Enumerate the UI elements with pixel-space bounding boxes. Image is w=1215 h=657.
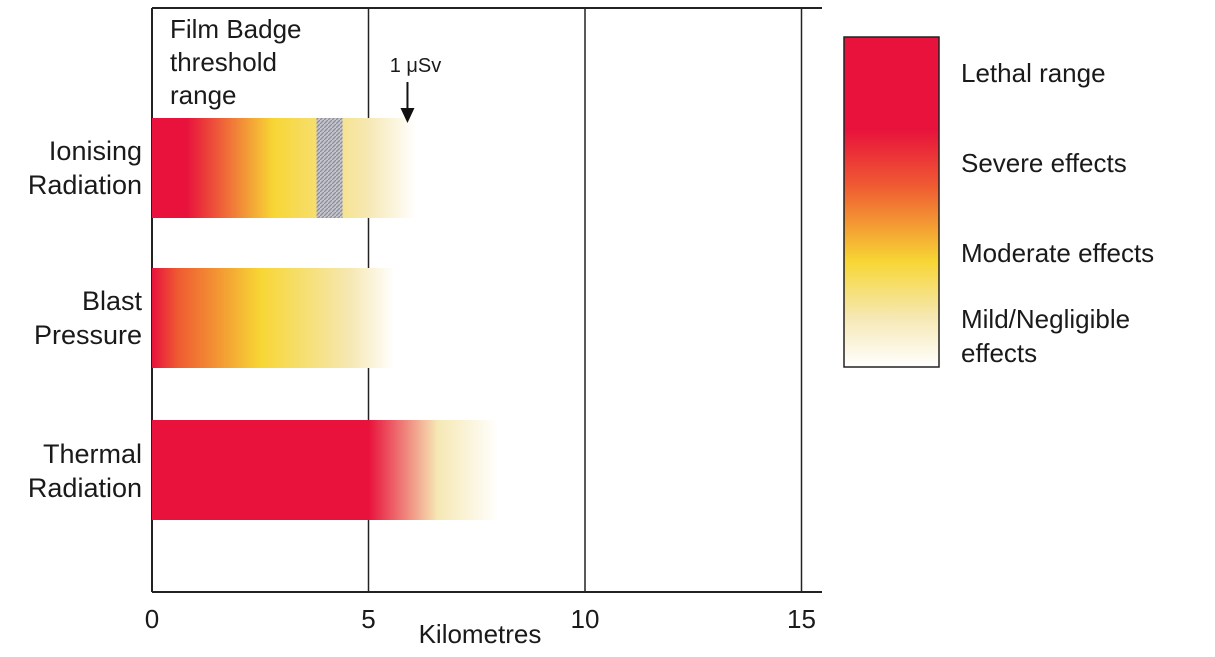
legend: Lethal range Severe effects Moderate eff… (961, 58, 1154, 368)
x-tick-label-10: 10 (571, 604, 600, 634)
film-badge-threshold-band (316, 118, 343, 218)
x-tick-label-15: 15 (787, 604, 816, 634)
legend-item-mild: Mild/Negligible effects (961, 304, 1137, 368)
film-badge-line-2: threshold (170, 47, 277, 77)
category-label-1: Blast Pressure (34, 286, 143, 350)
film-badge-line-1: Film Badge (170, 14, 302, 44)
category-label-2: Thermal Radiation (28, 439, 142, 503)
category-label-0-line-1: Radiation (28, 170, 142, 200)
legend-item-severe: Severe effects (961, 148, 1127, 178)
x-tick-labels: 0 5 10 15 (145, 604, 816, 634)
category-label-1-line-1: Pressure (34, 320, 142, 350)
legend-item-lethal: Lethal range (961, 58, 1106, 88)
x-tick-label-5: 5 (361, 604, 375, 634)
category-label-2-line-1: Radiation (28, 473, 142, 503)
category-labels: Ionising Radiation Blast Pressure Thermal Rad… (28, 136, 143, 503)
film-badge-line-3: range (170, 80, 237, 110)
legend-item-mild-line-1: Mild/Negligible (961, 304, 1130, 334)
bar-ionising-radiation (152, 118, 417, 218)
bars (152, 118, 499, 520)
bar-blast-pressure (152, 268, 395, 368)
bar-thermal-radiation (152, 420, 499, 520)
category-label-1-line-0: Blast (82, 286, 143, 316)
category-label-0-line-0: Ionising (49, 136, 142, 166)
film-badge-annotation: Film Badge threshold range (170, 14, 309, 110)
x-axis-label: Kilometres (419, 619, 542, 649)
legend-item-mild-line-2: effects (961, 338, 1037, 368)
microsievert-arrow-head (400, 108, 415, 123)
legend-gradient-swatch (843, 36, 940, 368)
microsievert-annotation: 1 μSv (390, 55, 442, 77)
category-label-2-line-0: Thermal (43, 439, 142, 469)
x-tick-label-0: 0 (145, 604, 159, 634)
legend-item-moderate: Moderate effects (961, 238, 1154, 268)
category-label-0: Ionising Radiation (28, 136, 142, 200)
